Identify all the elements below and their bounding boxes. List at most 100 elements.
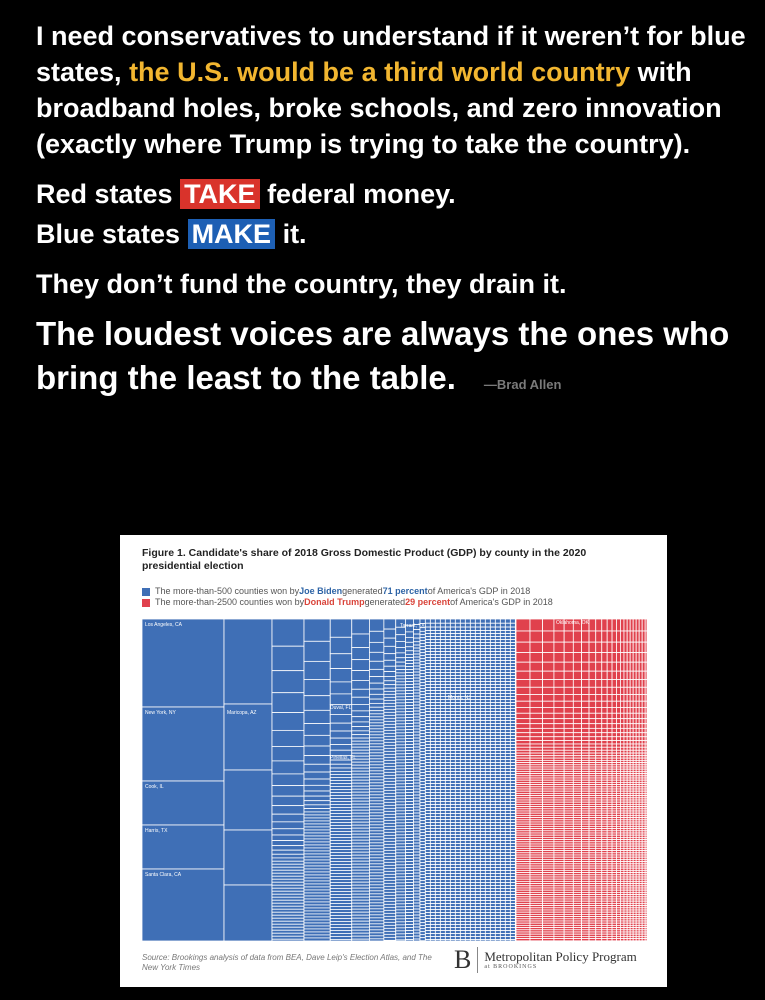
biden-county-cell [459, 879, 466, 884]
biden-county-cell [429, 762, 436, 767]
biden-county-cell [489, 789, 496, 794]
biden-county-cell [459, 678, 466, 683]
biden-county-cell [434, 711, 441, 716]
trump-county-cell [635, 661, 640, 672]
trump-county-cell [620, 732, 625, 738]
biden-county-cell [474, 744, 481, 749]
biden-county-cell [484, 801, 491, 806]
biden-county-cell [369, 911, 385, 916]
biden-county-cell [351, 845, 370, 850]
biden-county-cell [439, 726, 446, 731]
biden-county-cell [329, 846, 353, 850]
biden-county-cell [444, 894, 451, 899]
biden-county-cell [504, 666, 511, 671]
trump-county-cell [632, 736, 637, 741]
biden-county-cell [449, 885, 456, 890]
biden-county-cell [494, 744, 501, 749]
biden-county-cell [494, 795, 501, 800]
biden-county-cell [489, 723, 496, 728]
biden-county-cell [454, 816, 461, 821]
biden-county-cell [329, 876, 353, 880]
biden-county-cell [424, 825, 431, 830]
biden-county-cell [479, 753, 486, 758]
biden-county-cell [459, 792, 466, 797]
biden-county-cell [504, 684, 511, 689]
biden-county-cell [424, 774, 431, 779]
biden-county-cell [395, 690, 406, 695]
biden-county-cell [429, 684, 436, 689]
trump-county-cell [553, 749, 565, 754]
trump-county-cell [606, 938, 613, 941]
biden-county-cell [439, 639, 446, 644]
biden-county-cell [499, 792, 506, 797]
biden-county-cell [449, 687, 456, 692]
biden-county-cell [351, 827, 370, 832]
biden-county-cell [429, 846, 436, 851]
biden-county-cell [383, 714, 397, 719]
biden-county-cell [499, 622, 506, 628]
trump-county-cell [581, 679, 590, 688]
biden-county-cell [369, 812, 385, 817]
biden-county-cell [469, 918, 476, 923]
drain-line: They don’t fund the country, they drain … [36, 269, 567, 299]
biden-county-cell [504, 930, 511, 935]
biden-county-cell [474, 663, 481, 668]
trump-county-cell [623, 749, 628, 754]
trump-county-cell [529, 700, 544, 708]
trump-county-cell [572, 746, 582, 751]
biden-county-cell [464, 741, 471, 746]
biden-county-cell [405, 852, 414, 857]
biden-county-cell [439, 657, 446, 662]
biden-county-cell [479, 789, 486, 794]
biden-county-cell [351, 833, 370, 838]
biden-county-cell [351, 716, 370, 723]
biden-county-cell [413, 752, 421, 757]
biden-county-cell [504, 825, 511, 830]
biden-county-cell [459, 765, 466, 770]
trump-county-cell [611, 938, 617, 941]
biden-county-cell [454, 873, 461, 878]
trump-county-cell [601, 661, 608, 672]
biden-county-cell [474, 708, 481, 713]
biden-county-cell [444, 807, 451, 812]
biden-county-cell [383, 936, 397, 941]
trump-county-cell [629, 694, 634, 702]
biden-county-cell [444, 666, 451, 671]
trump-county-cell [611, 700, 617, 708]
trump-county-cell [638, 712, 643, 720]
biden-county-cell [434, 852, 441, 857]
trump-county-cell [632, 707, 637, 714]
biden-county-cell [439, 795, 446, 800]
biden-county-cell [509, 849, 516, 854]
biden-county-cell [479, 918, 486, 923]
biden-county-cell [509, 834, 516, 839]
biden-county-cell [449, 714, 456, 719]
biden-county-cell [509, 681, 516, 686]
biden-county-cell [424, 732, 431, 737]
biden-county-cell [439, 861, 446, 866]
biden-county-cell [474, 834, 481, 839]
biden-county-cell [369, 764, 385, 769]
biden-county-cell [303, 814, 331, 819]
trump-county-cell [588, 938, 597, 941]
biden-county-cell [474, 678, 481, 683]
biden-county-cell [474, 810, 481, 815]
biden-county-cell [509, 654, 516, 659]
biden-county-cell [504, 873, 511, 878]
biden-county-cell [484, 738, 491, 743]
trump-county-cell [563, 718, 574, 725]
biden-county-cell [419, 718, 426, 723]
trump-county-cell [581, 749, 590, 754]
biden-county-cell [369, 935, 385, 940]
biden-county-cell [383, 777, 397, 782]
biden-county-cell [429, 900, 436, 905]
biden-county-cell [489, 738, 496, 743]
biden-county-cell [464, 933, 471, 938]
biden-county-cell [395, 888, 406, 893]
biden-county-cell [351, 726, 370, 732]
biden-county-cell [424, 909, 431, 914]
trump-county-cell [601, 749, 608, 754]
trump-county-cell [581, 670, 590, 680]
biden-county-cell [499, 933, 506, 938]
biden-county-cell [369, 630, 385, 643]
